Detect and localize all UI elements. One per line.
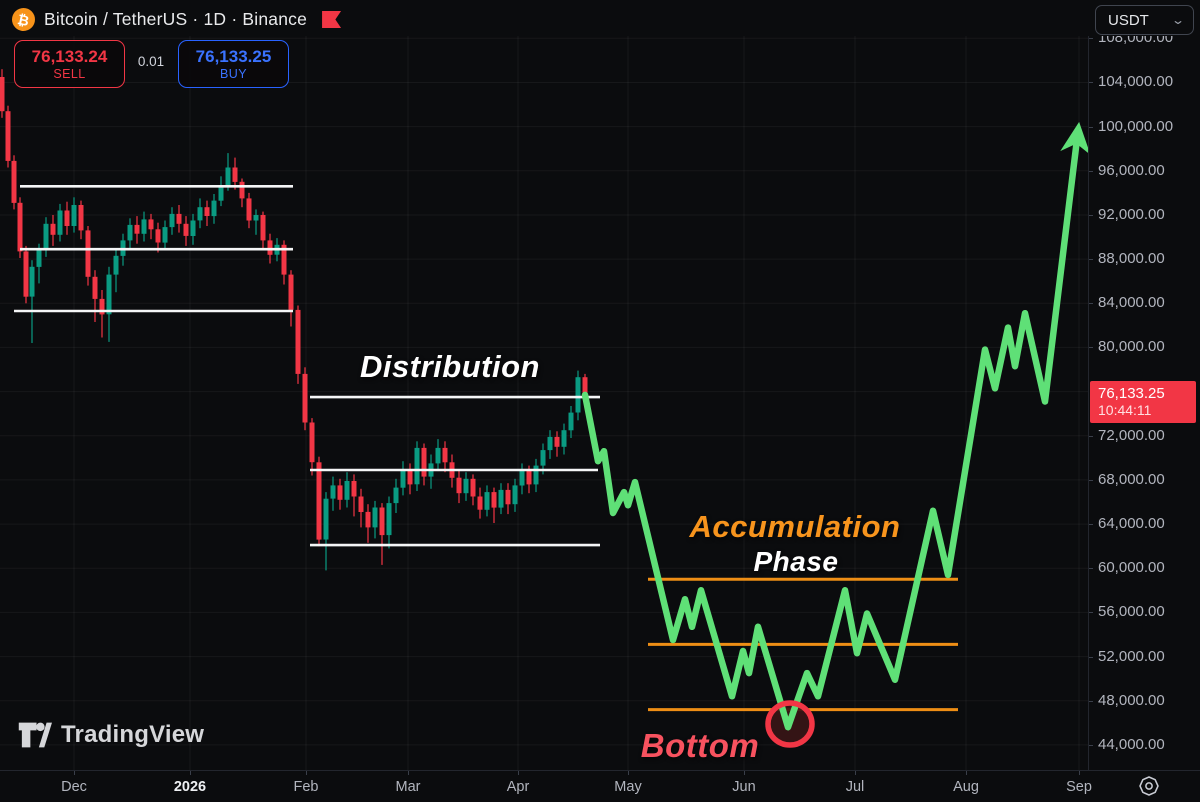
buy-price: 76,133.25 [195,46,272,66]
price-tick [1089,480,1093,481]
price-label: 68,000.00 [1098,471,1165,488]
price-label: 92,000.00 [1098,206,1165,223]
price-tick [1089,259,1093,260]
time-tick [966,771,967,775]
price-tick [1089,82,1093,83]
time-label: Dec [61,779,87,795]
last-price-value: 76,133.25 [1098,385,1165,402]
price-tick [1089,701,1093,702]
price-tick [1089,612,1093,613]
price-tick [1089,436,1093,437]
price-label: 72,000.00 [1098,427,1165,444]
price-tick [1089,657,1093,658]
price-label: 104,000.00 [1098,73,1174,90]
price-chart-canvas[interactable] [0,0,1088,770]
flag-icon[interactable] [322,11,342,28]
sell-label: SELL [53,66,86,81]
bar-countdown: 10:44:11 [1098,402,1152,418]
buy-button[interactable]: 76,133.25 BUY [178,40,289,88]
time-tick [628,771,629,775]
price-label: 96,000.00 [1098,162,1165,179]
time-label: Mar [395,779,421,795]
price-tick [1089,215,1093,216]
price-tick [1089,171,1093,172]
time-tick [1079,771,1080,775]
price-label: 64,000.00 [1098,515,1165,532]
price-tick [1089,745,1093,746]
symbol-title: Bitcoin / TetherUS · 1D · Binance [44,9,308,29]
price-label: 84,000.00 [1098,294,1165,311]
price-tick [1089,38,1093,39]
time-label: Aug [953,779,979,795]
time-label: Sep [1066,779,1092,795]
price-tick [1089,303,1093,304]
time-tick [74,771,75,775]
time-tick [744,771,745,775]
price-label: 60,000.00 [1098,559,1165,576]
timezone-settings-gear-icon[interactable] [1138,775,1160,797]
price-tick [1089,524,1093,525]
currency-dropdown-value: USDT [1108,11,1149,29]
buy-label: BUY [220,66,247,81]
annotation-phase[interactable]: Phase [753,546,839,577]
time-label: 2026 [173,779,207,795]
tradingview-watermark-text: TradingView [61,721,205,748]
time-label: May [614,779,642,795]
price-label: 44,000.00 [1098,736,1165,753]
sell-button[interactable]: 76,133.24 SELL [14,40,125,88]
price-label: 88,000.00 [1098,250,1165,267]
time-axis[interactable]: Dec 2026 Feb Mar Apr May Jun Jul Aug Sep [0,770,1200,802]
price-label: 56,000.00 [1098,603,1165,620]
time-tick [855,771,856,775]
chart-header [0,0,1200,36]
time-tick [190,771,191,775]
annotation-accumulation[interactable]: Accumulation [689,509,901,544]
time-label: Apr [506,779,530,795]
time-tick [518,771,519,775]
price-axis[interactable]: 108,000.00 104,000.00 100,000.00 96,000.00 9… [1088,0,1200,770]
annotation-distribution[interactable]: Distribution [360,349,540,384]
spread-value: 0.01 [137,54,165,69]
price-label: 100,000.00 [1098,118,1174,135]
price-tick [1089,127,1093,128]
currency-dropdown[interactable]: USDT ⌄ [1095,5,1194,35]
time-tick [306,771,307,775]
price-label: 52,000.00 [1098,648,1165,665]
price-label: 48,000.00 [1098,692,1165,709]
chevron-down-icon: ⌄ [1170,13,1186,27]
symbol-title-row[interactable]: ₿ Bitcoin / TetherUS · 1D · Binance [9,5,342,34]
tradingview-watermark[interactable]: TradingView [18,721,204,749]
time-tick [408,771,409,775]
price-label: 80,000.00 [1098,338,1165,355]
price-tick [1089,347,1093,348]
bitcoin-logo-icon: ₿ [9,5,38,34]
last-price-badge: 76,133.25 10:44:11 [1090,381,1196,423]
time-label: Jul [845,779,865,795]
time-label: Jun [732,779,756,795]
time-label: Feb [293,779,319,795]
tradingview-logo-icon [18,722,52,748]
annotation-bottom[interactable]: Bottom [640,727,760,764]
price-tick [1089,568,1093,569]
sell-price: 76,133.24 [31,46,108,66]
